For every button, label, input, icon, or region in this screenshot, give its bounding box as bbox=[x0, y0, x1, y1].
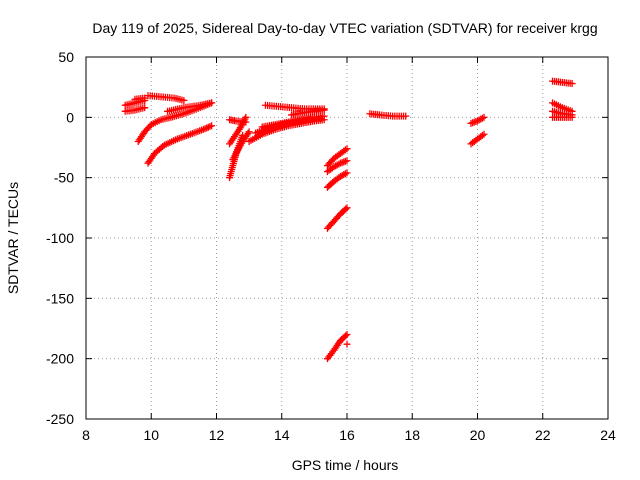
data-point bbox=[244, 129, 252, 137]
series-arc-24 bbox=[467, 130, 488, 148]
data-point bbox=[478, 131, 486, 139]
data-point bbox=[341, 146, 349, 154]
data-point bbox=[568, 80, 576, 88]
series-arc-1 bbox=[121, 104, 149, 115]
series-arc-23 bbox=[366, 110, 410, 120]
axis-ticks bbox=[85, 56, 609, 420]
data-point bbox=[343, 157, 351, 165]
x-tick-label: 20 bbox=[470, 427, 486, 443]
data-point bbox=[245, 128, 253, 136]
y-tick-labels: 50 0 -50 -100 -150 -200 -250 bbox=[46, 49, 74, 427]
data-point bbox=[480, 113, 488, 121]
data-point bbox=[341, 170, 349, 178]
data-point bbox=[320, 112, 328, 120]
data-point bbox=[478, 114, 486, 122]
grid-lines bbox=[86, 57, 608, 419]
x-tick-label: 12 bbox=[209, 427, 225, 443]
data-point bbox=[206, 123, 214, 131]
series-arc-29 bbox=[549, 113, 576, 121]
chart-title: Day 119 of 2025, Sidereal Day-to-day VTE… bbox=[92, 20, 597, 36]
y-tick-label: -150 bbox=[46, 290, 74, 306]
series-arc-16 bbox=[288, 106, 328, 119]
data-point bbox=[320, 106, 328, 114]
x-tick-label: 18 bbox=[404, 427, 420, 443]
series-arc-17 bbox=[323, 145, 351, 170]
data-point bbox=[204, 123, 212, 131]
series-arc-11 bbox=[226, 113, 250, 148]
data-point bbox=[402, 112, 410, 120]
y-tick-label: -200 bbox=[46, 351, 74, 367]
series-arc-19 bbox=[323, 169, 351, 191]
data-point bbox=[343, 145, 351, 153]
x-tick-labels: 8 10 12 14 16 18 20 22 24 bbox=[82, 427, 616, 443]
series-arc-27 bbox=[549, 99, 576, 115]
x-axis-label: GPS time / hours bbox=[292, 457, 399, 473]
series-arc-26 bbox=[549, 77, 576, 88]
data-point bbox=[343, 340, 351, 348]
series-arc-7 bbox=[164, 99, 216, 115]
data-point bbox=[343, 169, 351, 177]
y-tick-label: -50 bbox=[54, 170, 74, 186]
x-tick-label: 8 bbox=[82, 427, 90, 443]
y-tick-label: -250 bbox=[46, 411, 74, 427]
series-arc-25 bbox=[467, 113, 488, 127]
data-point bbox=[208, 122, 216, 130]
series-arc-6 bbox=[144, 92, 188, 104]
data-point bbox=[141, 104, 149, 112]
x-tick-label: 16 bbox=[339, 427, 355, 443]
y-tick-label: 0 bbox=[66, 109, 74, 125]
series-arc-9 bbox=[229, 128, 253, 164]
data-point bbox=[201, 125, 209, 133]
data-point bbox=[343, 331, 351, 339]
data-point bbox=[180, 96, 188, 104]
series-arc-5 bbox=[144, 122, 216, 167]
data-point bbox=[342, 332, 350, 340]
series-arc-22 bbox=[343, 340, 351, 348]
data-point bbox=[199, 125, 207, 133]
series-arc-18 bbox=[323, 157, 351, 176]
data-point bbox=[342, 205, 350, 213]
data-point bbox=[480, 130, 488, 138]
x-tick-label: 14 bbox=[274, 427, 290, 443]
data-point bbox=[568, 113, 576, 121]
data-point bbox=[343, 204, 351, 212]
data-points bbox=[121, 77, 576, 363]
series-arc-21 bbox=[323, 331, 351, 363]
y-tick-label: -100 bbox=[46, 230, 74, 246]
y-axis-label: SDTVAR / TECUs bbox=[5, 182, 21, 294]
data-point bbox=[208, 99, 216, 107]
data-point bbox=[242, 113, 250, 121]
x-tick-label: 24 bbox=[600, 427, 616, 443]
x-tick-label: 22 bbox=[535, 427, 551, 443]
data-point bbox=[335, 160, 343, 168]
series-arc-14 bbox=[258, 112, 328, 131]
x-tick-label: 10 bbox=[143, 427, 159, 443]
series-arc-3 bbox=[131, 94, 149, 103]
data-point bbox=[203, 124, 211, 132]
series-arc-20 bbox=[323, 204, 351, 232]
y-tick-label: 50 bbox=[58, 49, 74, 65]
